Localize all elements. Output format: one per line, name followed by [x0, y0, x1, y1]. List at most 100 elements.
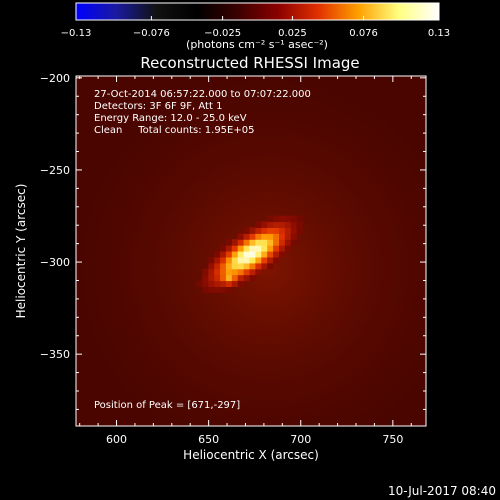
- heatmap-cell: [267, 239, 274, 246]
- annotation-detectors: Detectors: 3F 6F 9F, Att 1: [94, 101, 222, 112]
- heatmap-cell: [249, 256, 256, 264]
- y-tick-label: −350: [40, 348, 70, 361]
- heatmap-cell: [267, 245, 274, 252]
- heatmap-cell: [249, 268, 256, 276]
- colorbar-tick-label: −0.025: [204, 28, 241, 39]
- heatmap-cell: [214, 262, 221, 270]
- heatmap-cell: [202, 280, 209, 287]
- heatmap-cell: [237, 262, 245, 270]
- heatmap-cell: [237, 268, 245, 276]
- heatmap-cell: [267, 227, 274, 234]
- colorbar-tick-label: −0.076: [133, 28, 170, 39]
- plot-frame: [75, 75, 427, 427]
- x-axis-ticks: 600 650 700 750: [79, 76, 412, 446]
- heatmap-cell: [267, 215, 274, 223]
- heatmap-cell: [255, 268, 262, 276]
- heatmap-cell: [202, 286, 209, 293]
- heatmap-cell: [273, 233, 280, 240]
- heatmap-cell: [243, 262, 251, 270]
- y-tick-label: −250: [40, 164, 70, 177]
- heatmap-cell: [255, 227, 262, 234]
- heatmap-cell: [231, 262, 239, 270]
- heatmap-cell: [279, 245, 286, 252]
- heatmap-cell: [231, 268, 239, 276]
- y-axis-ticks: −200 −250 −300 −350: [40, 72, 426, 410]
- heatmap-cell: [249, 251, 256, 258]
- heatmap-cell: [237, 251, 245, 258]
- heatmap-cell: [255, 239, 262, 246]
- heatmap-cell: [208, 256, 215, 264]
- heatmap-cell: [290, 221, 298, 228]
- heatmap-cell: [261, 245, 268, 252]
- heatmap-cell: [225, 245, 233, 252]
- y-tick-label: −200: [40, 72, 70, 85]
- colorbar-gradient: [75, 2, 440, 21]
- colorbar-tick-label: 0.025: [278, 28, 307, 39]
- colorbar-tick-label: 0.076: [349, 28, 378, 39]
- heatmap-cell: [231, 245, 239, 252]
- heatmap-cell: [220, 262, 227, 270]
- heatmap-cell: [273, 251, 280, 258]
- heatmap-cell: [196, 280, 203, 287]
- heatmap-cell: [284, 233, 292, 240]
- heatmap-cell: [284, 221, 292, 228]
- heatmap-cell: [208, 286, 215, 293]
- heatmap-cell: [220, 256, 227, 264]
- heatmap-cell: [231, 256, 239, 264]
- heatmap-cell: [255, 221, 262, 228]
- heatmap-cell: [202, 268, 209, 276]
- heatmap-cell: [243, 251, 251, 258]
- heatmap-cell: [243, 239, 251, 246]
- heatmap-cell: [255, 233, 262, 240]
- heatmap-cell: [279, 233, 286, 240]
- heatmap-cell: [231, 251, 239, 258]
- heatmap-cell: [261, 233, 268, 240]
- colorbar: −0.13 −0.076 −0.025 0.025 0.076 0.13 (photons…: [61, 2, 450, 51]
- heatmap-cell: [290, 215, 298, 223]
- heatmap-cell: [267, 251, 274, 258]
- colorbar-ticks: −0.13 −0.076 −0.025 0.025 0.076 0.13: [61, 16, 450, 39]
- heatmap-cell: [243, 274, 251, 282]
- heatmap-cell: [279, 251, 286, 258]
- heatmap-cell: [296, 227, 304, 234]
- heatmap-cell: [249, 274, 256, 282]
- heatmap-cell: [249, 227, 256, 234]
- heatmap-cell: [220, 286, 227, 293]
- heatmap-cell: [220, 268, 227, 276]
- heatmap-cell: [225, 280, 233, 287]
- heatmap-cell: [261, 221, 268, 228]
- colorbar-tick-label: −0.13: [61, 28, 92, 39]
- x-axis-label: Heliocentric X (arcsec): [183, 448, 319, 462]
- heatmap-cell: [279, 227, 286, 234]
- heatmap-cell: [273, 256, 280, 264]
- heatmap-cell: [267, 256, 274, 264]
- chart-title: Reconstructed RHESSI Image: [140, 54, 359, 72]
- heatmap-cell: [231, 239, 239, 246]
- heatmap-cell: [225, 268, 233, 276]
- peak-position-label: Position of Peak = [671,-297]: [94, 400, 240, 411]
- heatmap-cell: [273, 239, 280, 246]
- heatmap-cell: [284, 227, 292, 234]
- heatmap-cell: [214, 280, 221, 287]
- heatmap-cell: [237, 280, 245, 287]
- heatmap-cell: [261, 251, 268, 258]
- heatmap-cell: [214, 268, 221, 276]
- heatmap-cell: [237, 274, 245, 282]
- x-tick-label: 700: [290, 433, 311, 446]
- heatmap-cell: [225, 262, 233, 270]
- heatmap-cell: [267, 262, 274, 270]
- heatmap-cell: [261, 227, 268, 234]
- heatmap-cell: [267, 221, 274, 228]
- heatmap-cell: [220, 274, 227, 282]
- heatmap-cell: [231, 280, 239, 287]
- heatmap-cell: [290, 233, 298, 240]
- heatmap-cell: [249, 262, 256, 270]
- y-tick-label: −300: [40, 256, 70, 269]
- heatmap-cell: [279, 221, 286, 228]
- x-tick-label: 750: [382, 433, 403, 446]
- heatmap-cell: [249, 233, 256, 240]
- heatmap-cell: [279, 215, 286, 223]
- heatmap-cell: [225, 256, 233, 264]
- plot-area: 600 650 700 750 −200 −250 −300 −350: [40, 72, 427, 446]
